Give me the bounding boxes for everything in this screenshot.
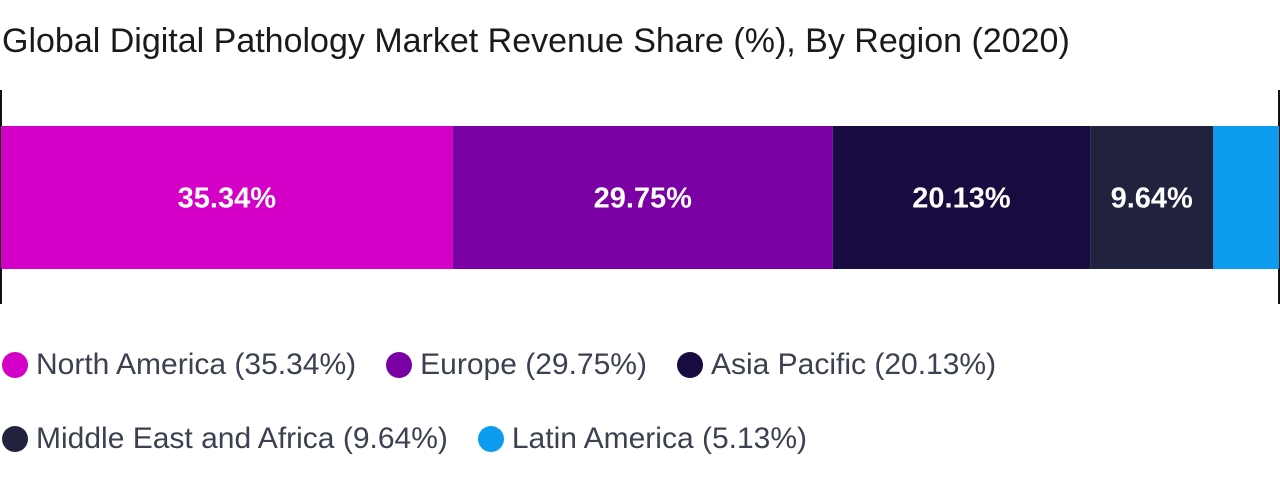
legend-swatch-icon	[676, 352, 703, 378]
legend-row: North America (35.34%) Europe (29.75%) Asi…	[0, 336, 1280, 394]
bar-segment-latin-america	[1213, 126, 1279, 269]
stacked-bar-chart: 35.34% 29.75% 20.13% 9.64%	[0, 90, 1280, 304]
legend-swatch-icon	[477, 426, 504, 452]
data-label-asia-pacific: 20.13%	[912, 183, 1011, 215]
bar-segment-middle-east-and-africa	[1090, 126, 1214, 269]
legend-row: Middle East and Africa (9.64%) Latin Amer…	[0, 410, 1280, 468]
legend-swatch-icon	[386, 352, 413, 378]
legend: North America (35.34%) Europe (29.75%) Asi…	[0, 336, 1280, 484]
legend-item-north-america: North America (35.34%)	[0, 348, 356, 382]
legend-item-asia-pacific: Asia Pacific (20.13%)	[675, 348, 996, 382]
legend-label: Europe (29.75%)	[420, 348, 647, 381]
data-label-europe: 29.75%	[594, 183, 693, 215]
legend-swatch-icon	[2, 426, 28, 452]
bar-segment-north-america	[1, 126, 453, 269]
bar-segment-europe	[452, 126, 833, 269]
legend-label: North America (35.34%)	[36, 348, 357, 381]
legend-label: Latin America (5.13%)	[511, 422, 808, 455]
legend-swatch-icon	[2, 352, 28, 378]
data-label-middle-east-and-africa: 9.64%	[1111, 183, 1193, 215]
bar-segment-asia-pacific	[832, 126, 1091, 269]
legend-item-europe: Europe (29.75%)	[384, 348, 647, 382]
chart-title: Global Digital Pathology Market Revenue …	[2, 22, 1070, 60]
legend-item-latin-america: Latin America (5.13%)	[476, 422, 807, 456]
legend-label: Asia Pacific (20.13%)	[710, 348, 997, 381]
legend-item-middle-east-and-africa: Middle East and Africa (9.64%)	[0, 422, 448, 456]
data-label-north-america: 35.34%	[178, 183, 277, 215]
legend-label: Middle East and Africa (9.64%)	[36, 422, 448, 455]
